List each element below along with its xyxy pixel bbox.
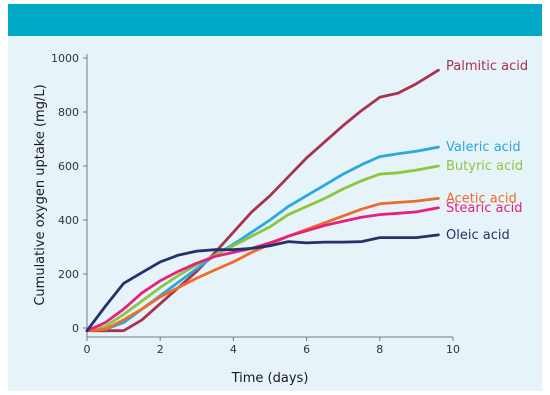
series-label-stearic-acid: Stearic acid [446,201,523,216]
x-axis-title: Time (days) [231,371,309,386]
series-line-acetic-acid [85,196,440,333]
x-tick-label: 0 [84,343,91,356]
x-tick-label: 6 [303,343,310,356]
header-bar [8,4,542,36]
y-tick-label: 400 [58,214,79,227]
y-tick-label: 0 [72,322,79,335]
series-line-palmitic-acid [85,68,440,333]
series-label-palmitic-acid: Palmitic acid [446,59,528,74]
series-lines [85,68,440,333]
y-tick-label: 200 [58,268,79,281]
y-tick-label: 600 [58,160,79,173]
x-tick-label: 10 [446,343,460,356]
x-ticks: 0 2 4 6 8 10 [84,337,460,356]
axes [86,54,453,338]
series-label-valeric-acid: Valeric acid [446,140,521,155]
series-line-butyric-acid [85,164,440,333]
x-tick-label: 4 [230,343,237,356]
x-tick-label: 2 [157,343,164,356]
y-axis-title: Cumulative oxygen uptake (mg/L) [33,84,48,305]
y-tick-label: 800 [58,106,79,119]
x-tick-label: 8 [376,343,383,356]
series-label-acetic-acid: Acetic acid [446,191,517,206]
y-tick-label: 1000 [51,52,79,65]
series-label-oleic-acid: Oleic acid [446,228,510,243]
series-labels: Palmitic acid Valeric acid Butyric acid Ace… [446,59,528,243]
series-line-oleic-acid [85,233,440,333]
series-label-butyric-acid: Butyric acid [446,159,523,174]
y-ticks: 0 200 400 600 800 1000 [51,52,87,335]
